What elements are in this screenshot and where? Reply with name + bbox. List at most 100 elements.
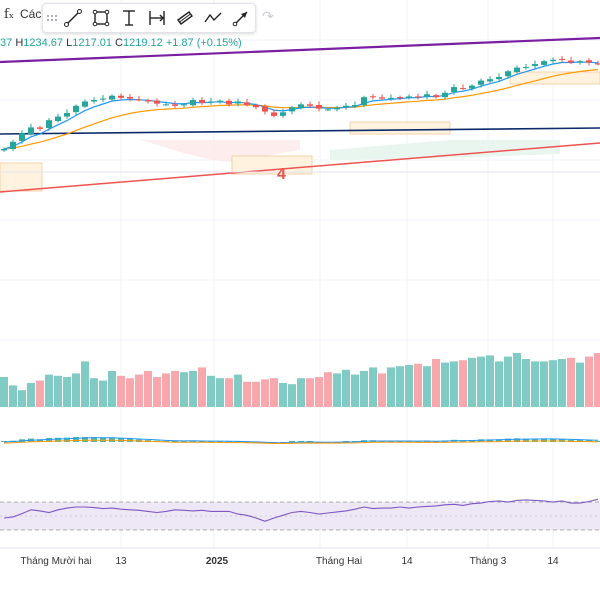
candle-up xyxy=(388,97,394,99)
volume-bars xyxy=(0,353,600,407)
macd-histogram-bar xyxy=(55,437,61,442)
volume-bar xyxy=(495,361,503,407)
rsi-pane xyxy=(0,498,600,531)
candle-down xyxy=(226,100,232,105)
volume-bar xyxy=(225,378,233,407)
volume-bar xyxy=(459,360,467,407)
date-range-icon[interactable] xyxy=(143,5,171,31)
candle-up xyxy=(505,71,511,77)
volume-bar xyxy=(585,356,593,407)
ohlc-legend: 37 H1234.67 L1217.01 C1219.12 +1.87 (+0.… xyxy=(0,37,242,49)
macd-histogram-bar xyxy=(487,439,493,442)
candle-up xyxy=(406,96,412,99)
candle-down xyxy=(595,63,600,65)
candle-down xyxy=(136,99,142,101)
volume-bar xyxy=(153,377,161,407)
candle-up xyxy=(424,94,430,97)
macd-histogram-bar xyxy=(172,441,178,442)
cloud-bullish xyxy=(330,140,560,160)
volume-bar xyxy=(468,357,476,407)
highlight-box xyxy=(509,71,600,85)
candle-down xyxy=(253,105,259,108)
candle-up xyxy=(73,105,79,113)
volume-bar xyxy=(0,377,8,407)
time-axis-tick: 14 xyxy=(401,556,413,567)
candle-up xyxy=(1,149,7,151)
volume-bar xyxy=(243,381,251,407)
drag-handle-icon[interactable] xyxy=(47,8,59,28)
macd-histogram-bar xyxy=(46,437,52,442)
candle-up xyxy=(46,120,52,128)
top-toolbar-area: fₓ Các ↷ xyxy=(0,0,600,34)
macd-histogram-bar xyxy=(181,441,187,442)
indicators-label[interactable]: Các xyxy=(20,7,42,21)
time-axis-tick: Tháng Mười hai xyxy=(20,556,92,567)
volume-bar xyxy=(513,353,521,407)
shaded-regions xyxy=(0,71,600,192)
parallel-channel-icon[interactable] xyxy=(171,5,199,31)
path-icon[interactable] xyxy=(199,5,227,31)
candle-up xyxy=(190,100,196,106)
volume-bar xyxy=(117,375,125,407)
high-value: 1234.67 xyxy=(23,37,64,49)
drawing-toolbar xyxy=(42,3,256,33)
candle-up xyxy=(91,100,97,102)
candle-up xyxy=(514,67,520,73)
candle-down xyxy=(127,97,133,99)
macd-histogram-bar xyxy=(73,437,79,442)
highlight-box xyxy=(0,162,43,192)
highlight-box xyxy=(231,155,313,175)
volume-bar xyxy=(558,359,566,407)
macd-histogram-bar xyxy=(559,438,565,442)
volume-bar xyxy=(288,384,296,407)
volume-bar xyxy=(432,359,440,407)
text-cursor-icon[interactable] xyxy=(115,5,143,31)
macd-signal-line xyxy=(3,439,599,444)
candle-up xyxy=(550,59,556,62)
candle-down xyxy=(568,60,574,63)
volume-bar xyxy=(387,367,395,407)
candle-up xyxy=(541,61,547,65)
macd-histogram-bar xyxy=(109,437,115,442)
time-axis: Tháng Mười hai 13 2025 Tháng Hai 14 Tháng 3 14 xyxy=(0,554,600,572)
candle-up xyxy=(451,87,457,92)
volume-bar xyxy=(594,353,600,407)
candle-up xyxy=(100,98,106,100)
candle-up xyxy=(343,105,349,108)
candle-up xyxy=(109,95,115,100)
volume-bar xyxy=(36,380,44,407)
volume-bar xyxy=(63,377,71,407)
arrow-icon[interactable] xyxy=(227,5,255,31)
volume-bar xyxy=(144,371,152,407)
high-label: H xyxy=(15,37,24,49)
indicators-icon[interactable]: fₓ xyxy=(4,7,15,22)
candle-up xyxy=(442,92,448,98)
volume-bar xyxy=(27,383,35,407)
volume-bar xyxy=(189,371,197,407)
time-axis-tick: 2025 xyxy=(205,556,229,567)
volume-bar xyxy=(423,366,431,407)
volume-bar xyxy=(216,378,224,407)
redo-icon[interactable]: ↷ xyxy=(262,8,274,24)
candle-up xyxy=(280,112,286,116)
candle-down xyxy=(316,104,322,109)
rectangle-icon[interactable] xyxy=(87,5,115,31)
trend-line-icon[interactable] xyxy=(59,5,87,31)
volume-bar xyxy=(72,373,80,407)
candlestick-series xyxy=(1,55,600,152)
volume-bar xyxy=(162,373,170,407)
macd-histogram-bar xyxy=(82,437,88,442)
volume-bar xyxy=(297,378,305,407)
volume-bar xyxy=(540,361,548,407)
candle-up xyxy=(235,101,241,104)
macd-histogram-bar xyxy=(550,438,556,442)
time-axis-tick: Tháng 3 xyxy=(469,556,507,567)
candle-down xyxy=(307,104,313,106)
candle-up xyxy=(163,104,169,106)
candle-down xyxy=(460,87,466,89)
volume-bar xyxy=(171,371,179,407)
volume-bar xyxy=(405,365,413,407)
volume-bar xyxy=(54,375,62,407)
macd-histogram-bar xyxy=(100,437,106,442)
